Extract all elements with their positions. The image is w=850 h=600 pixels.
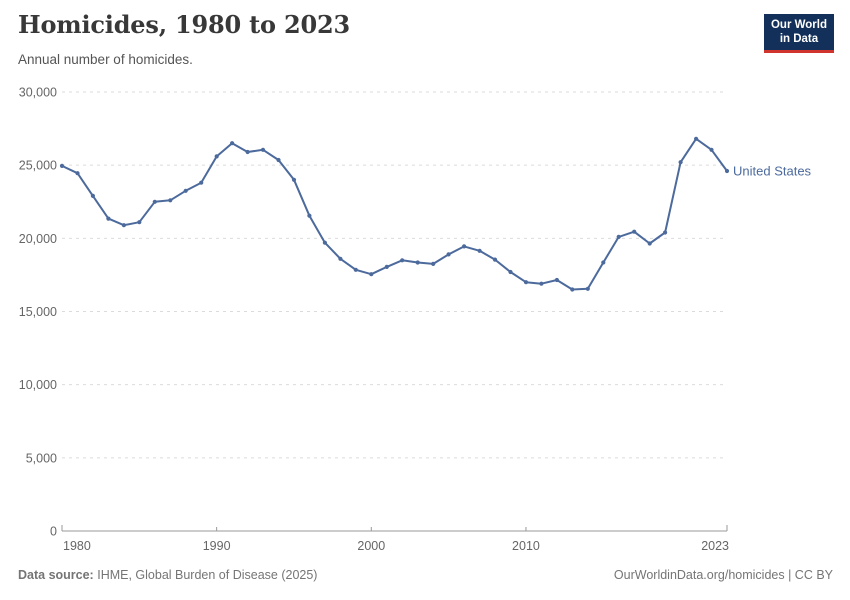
data-point[interactable] <box>322 240 327 245</box>
data-point[interactable] <box>415 260 420 265</box>
data-point[interactable] <box>400 258 405 263</box>
y-tick-label: 25,000 <box>19 159 57 173</box>
data-point[interactable] <box>709 147 714 152</box>
credit-link[interactable]: OurWorldinData.org/homicides | CC BY <box>613 568 833 582</box>
data-point[interactable] <box>647 241 652 246</box>
data-point[interactable] <box>585 286 590 291</box>
data-point[interactable] <box>245 149 250 155</box>
data-point[interactable] <box>106 216 111 221</box>
data-point[interactable] <box>570 287 575 292</box>
x-tick-label: 2023 <box>701 539 729 553</box>
y-tick-label: 20,000 <box>19 232 57 246</box>
data-point[interactable] <box>539 281 544 286</box>
data-point[interactable] <box>462 244 467 249</box>
data-point[interactable] <box>431 261 436 266</box>
data-point[interactable] <box>554 277 560 283</box>
data-point[interactable] <box>214 154 219 159</box>
data-point[interactable] <box>353 267 358 272</box>
data-point[interactable] <box>663 230 668 235</box>
data-point[interactable] <box>616 234 621 239</box>
y-tick-label: 30,000 <box>19 86 57 100</box>
data-point[interactable] <box>446 252 451 257</box>
data-source-label: Data source: <box>18 568 94 582</box>
data-point[interactable] <box>199 180 204 185</box>
data-point[interactable] <box>260 147 266 152</box>
data-point[interactable] <box>121 223 126 228</box>
data-point[interactable] <box>230 141 235 146</box>
data-point[interactable] <box>632 229 637 234</box>
data-point[interactable] <box>477 248 482 253</box>
data-point[interactable] <box>90 193 95 198</box>
series-label[interactable]: United States <box>733 164 812 179</box>
x-tick-label: 2010 <box>512 539 540 553</box>
y-tick-label: 15,000 <box>19 305 57 319</box>
line-chart[interactable]: 0 5,000 10,000 15,000 20,000 25,000 30,000 1980… <box>0 80 850 555</box>
data-point[interactable] <box>137 220 142 225</box>
data-point[interactable] <box>508 269 513 275</box>
data-point[interactable] <box>492 257 498 262</box>
data-point[interactable] <box>724 168 730 174</box>
x-tick-label: 1980 <box>63 539 91 553</box>
page-title: Homicides, 1980 to 2023 <box>18 10 350 39</box>
data-point[interactable] <box>291 177 297 182</box>
data-point[interactable] <box>59 163 65 168</box>
y-tick-label: 10,000 <box>19 378 57 392</box>
data-line[interactable] <box>61 137 728 291</box>
data-point[interactable] <box>369 272 374 277</box>
data-point[interactable] <box>338 256 343 261</box>
data-point[interactable] <box>152 199 157 204</box>
data-source-note: Data source: IHME, Global Burden of Dise… <box>18 568 317 582</box>
data-point[interactable] <box>307 213 312 218</box>
y-tick-label: 0 <box>50 525 57 539</box>
page-subtitle: Annual number of homicides. <box>18 52 193 67</box>
data-point[interactable] <box>183 188 188 193</box>
data-point[interactable] <box>168 198 173 203</box>
data-point[interactable] <box>276 157 281 163</box>
owid-logo-line1: Our World <box>770 19 827 31</box>
data-source-value: IHME, Global Burden of Disease (2025) <box>97 568 318 582</box>
data-point[interactable] <box>523 280 529 285</box>
data-point[interactable] <box>384 264 389 269</box>
y-tick-label: 5,000 <box>26 451 57 465</box>
x-tick-label: 2000 <box>357 539 385 553</box>
owid-logo[interactable]: Our World in Data <box>763 14 834 53</box>
data-point[interactable] <box>694 136 699 141</box>
data-point[interactable] <box>75 171 80 176</box>
owid-logo-line2: in Data <box>779 32 819 45</box>
data-point[interactable] <box>678 160 683 165</box>
data-point[interactable] <box>601 260 606 265</box>
x-tick-label: 1990 <box>203 539 231 553</box>
